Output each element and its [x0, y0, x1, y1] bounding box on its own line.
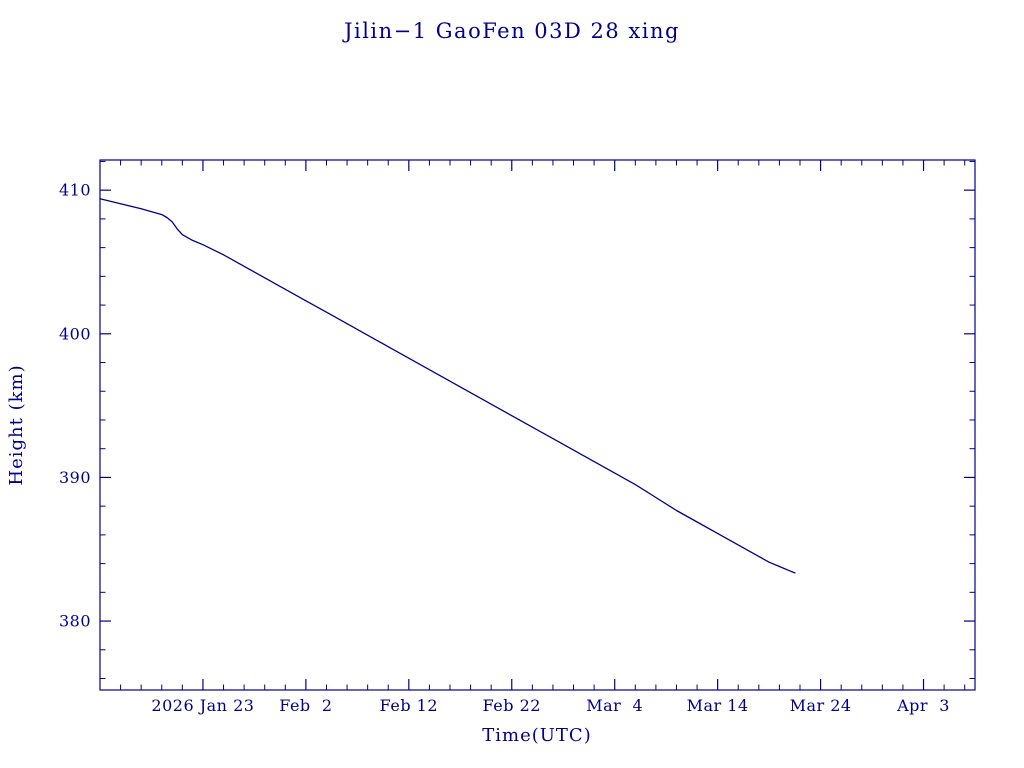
- x-tick-label: 2026 Jan 23: [151, 696, 254, 715]
- x-tick-label: Feb 12: [380, 696, 438, 715]
- plot-frame: [99, 159, 976, 691]
- y-tick-label: 380: [59, 612, 91, 631]
- x-tick-label: Feb 22: [483, 696, 541, 715]
- x-tick-label: Mar 14: [687, 696, 749, 715]
- x-tick-label: Feb 2: [279, 696, 332, 715]
- y-tick-label: 400: [59, 324, 91, 343]
- x-axis-title: Time(UTC): [482, 725, 591, 746]
- chart-title: Jilin−1 GaoFen 03D 28 xing: [342, 19, 680, 43]
- y-tick-label: 390: [59, 468, 91, 487]
- y-tick-label: 410: [59, 181, 91, 200]
- y-axis-title: Height (km): [6, 364, 27, 485]
- plot-group: 2026 Jan 23 Feb 2 Feb 12 Feb 22 Mar 4 Mar 14 M…: [59, 159, 976, 715]
- x-tick-label: Apr 3: [896, 696, 950, 715]
- x-tick-label: Mar 4: [586, 696, 643, 715]
- height-data-line: [99, 198, 796, 574]
- x-tick-label: Mar 24: [790, 696, 852, 715]
